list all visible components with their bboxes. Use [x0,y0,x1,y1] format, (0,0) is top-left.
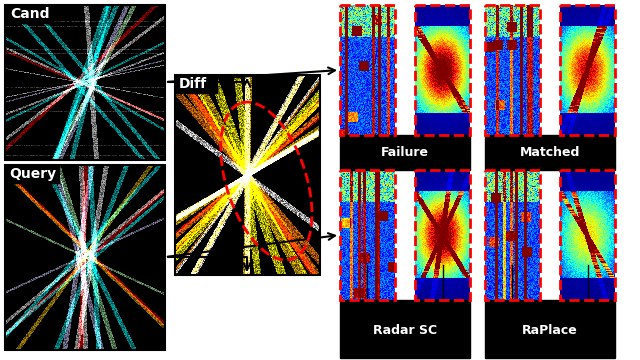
Bar [560,5,615,135]
Bar [485,5,540,135]
Bar [5,165,165,350]
Text: Matched: Matched [520,147,580,159]
Bar [5,5,53,23]
Text: RaPlace: RaPlace [522,324,578,337]
Bar [415,170,470,300]
Bar [5,5,165,160]
Text: Failure: Failure [381,147,429,159]
Text: Radar SC: Radar SC [373,324,437,337]
Bar [485,300,615,358]
Bar [485,170,540,300]
Text: Cand: Cand [10,7,49,21]
Bar [415,5,470,135]
Bar [175,75,320,275]
Bar [340,135,470,170]
Text: Diff: Diff [179,77,207,91]
Bar [340,5,395,135]
Bar [340,300,470,358]
Bar [560,170,615,300]
Bar [485,135,615,170]
Text: Query: Query [9,167,56,181]
Bar [175,75,217,93]
Bar [5,165,59,183]
Bar [340,170,395,300]
